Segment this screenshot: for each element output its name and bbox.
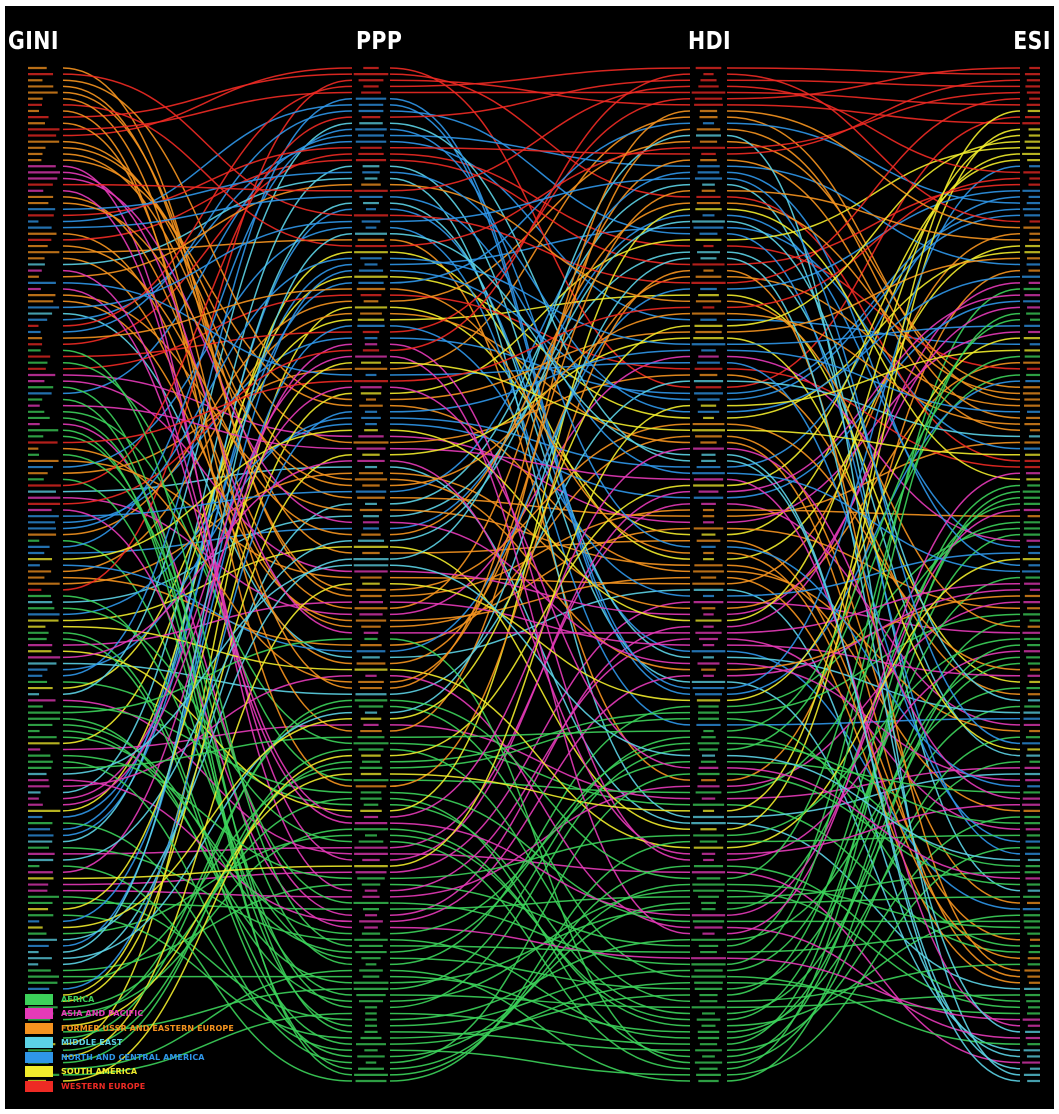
legend-swatch xyxy=(25,1066,53,1078)
legend-label: MIDDLE EAST xyxy=(61,1038,123,1048)
country-ribbon xyxy=(62,312,1021,966)
country-ribbon xyxy=(62,196,1021,573)
country-ribbon xyxy=(62,190,1021,683)
legend-item-asia-pacific: ASIA AND PACIFIC xyxy=(25,1007,234,1022)
legend-item-middle-east: MIDDLE EAST xyxy=(25,1036,234,1051)
country-ribbon xyxy=(62,355,1021,935)
legend-swatch xyxy=(25,1037,53,1049)
country-ribbon xyxy=(62,349,1021,953)
country-ribbon xyxy=(62,73,1021,462)
legend-label: AFRICA xyxy=(61,994,95,1004)
country-ribbon xyxy=(62,91,1021,247)
legend-swatch xyxy=(25,993,53,1005)
legend-label: NORTH AND CENTRAL AMERICA xyxy=(61,1052,205,1062)
country-label-ticks xyxy=(28,66,1040,1083)
country-ribbon xyxy=(62,662,1021,1039)
legend-item-north-central-america: NORTH AND CENTRAL AMERICA xyxy=(25,1050,234,1065)
country-ribbon xyxy=(62,190,1021,861)
country-ribbon xyxy=(62,644,1021,1082)
country-ribbon xyxy=(62,638,1021,880)
country-ribbon xyxy=(62,97,1021,689)
legend-label: ASIA AND PACIFIC xyxy=(61,1009,144,1019)
country-ribbon xyxy=(62,589,1021,923)
country-ribbon xyxy=(62,718,1021,1009)
axis-title-esi: ESI xyxy=(1013,26,1051,55)
country-ribbon xyxy=(62,79,1021,217)
country-ribbon xyxy=(62,233,1021,1082)
legend-swatch xyxy=(25,1022,53,1034)
legend-label: SOUTH AMERICA xyxy=(61,1067,138,1077)
country-ribbon xyxy=(62,122,1021,818)
legend-swatch xyxy=(25,1051,53,1063)
axis-title-hdi: HDI xyxy=(688,26,732,55)
country-ribbon xyxy=(62,349,1021,990)
country-ribbon xyxy=(62,128,1021,831)
country-ribbon xyxy=(62,110,1021,972)
country-ribbon xyxy=(62,398,1021,1076)
legend-item-south-america: SOUTH AMERICA xyxy=(25,1065,234,1080)
legend-item-western-europe: WESTERN EUROPE xyxy=(25,1079,234,1094)
legend-label: FORMER USSR AND EASTERN EUROPE xyxy=(61,1023,234,1033)
country-ribbon xyxy=(62,177,1021,745)
country-ribbon xyxy=(62,822,1021,1076)
country-ribbon xyxy=(62,349,1021,880)
country-ribbon xyxy=(62,724,1021,953)
country-ribbon xyxy=(62,97,1021,689)
axis-title-ppp: PPP xyxy=(356,26,403,55)
country-ribbon xyxy=(62,374,1021,1009)
country-ribbon xyxy=(62,85,1021,192)
legend-label: WESTERN EUROPE xyxy=(61,1081,146,1091)
country-ribbon xyxy=(62,361,1021,794)
country-ribbon xyxy=(62,355,1021,769)
legend: AFRICA ASIA AND PACIFIC FORMER USSR AND … xyxy=(25,992,234,1094)
country-ribbon xyxy=(62,564,1021,861)
country-ribbon xyxy=(62,159,1021,732)
axis-title-gini: GINI xyxy=(8,26,59,55)
country-ribbon xyxy=(62,165,1021,794)
legend-swatch xyxy=(25,1008,53,1020)
legend-swatch xyxy=(25,1080,53,1092)
country-ribbon xyxy=(62,288,1021,959)
country-ribbon xyxy=(62,140,1021,929)
country-ribbon xyxy=(62,79,1021,401)
country-ribbon xyxy=(62,147,1021,996)
country-ribbon xyxy=(62,73,1021,505)
legend-item-former-ussr: FORMER USSR AND EASTERN EUROPE xyxy=(25,1021,234,1036)
country-ribbon xyxy=(62,337,1021,1058)
country-ribbon xyxy=(62,429,1021,1070)
country-ribbon xyxy=(62,140,1021,536)
country-ribbon xyxy=(62,509,1021,1021)
legend-item-africa: AFRICA xyxy=(25,992,234,1007)
country-ribbon xyxy=(62,490,1021,1070)
country-ribbon xyxy=(62,67,1021,327)
country-ribbon xyxy=(62,128,1021,788)
country-ribbon xyxy=(62,269,1021,818)
country-ribbon xyxy=(62,748,1021,1064)
country-ribbon xyxy=(62,91,1021,131)
